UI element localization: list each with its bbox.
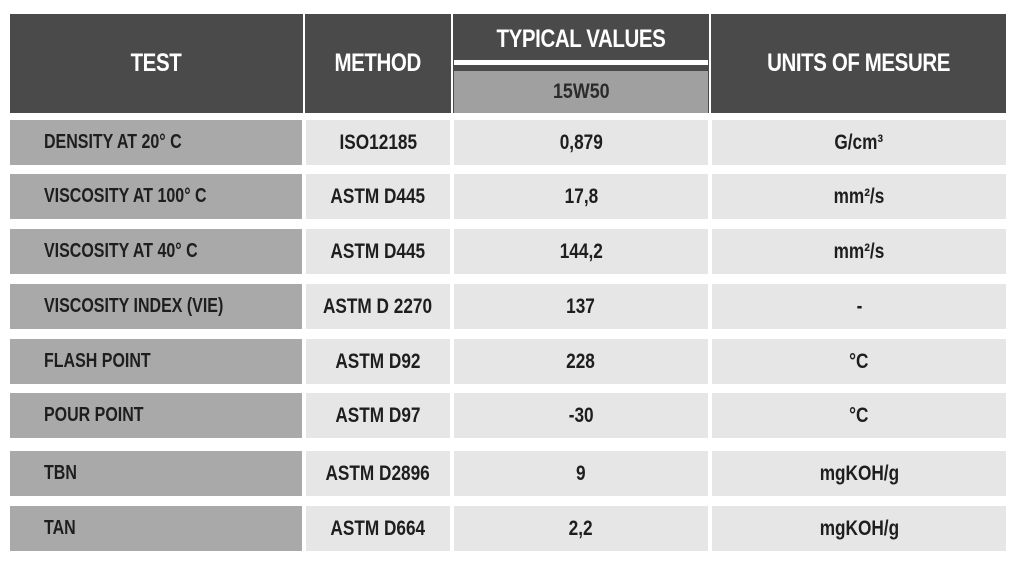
test-cell: VISCOSITY AT 40° C: [10, 229, 302, 274]
method-cell: ASTM D 2270: [306, 284, 450, 329]
unit-cell-text: -: [856, 294, 862, 318]
unit-cell: mm²/s: [712, 174, 1006, 219]
test-cell-text: TBN: [44, 462, 77, 484]
method-cell-text: ASTM D97: [335, 403, 421, 427]
method-cell: ASTM D445: [306, 229, 450, 274]
test-cell-text: VISCOSITY AT 100° C: [44, 185, 207, 207]
table-row: POUR POINT ASTM D97 -30 °C: [10, 393, 1006, 438]
test-cell: VISCOSITY AT 100° C: [10, 174, 302, 219]
value-cell: 144,2: [454, 229, 708, 274]
table-row: TAN ASTM D664 2,2 mgKOH/g: [10, 506, 1006, 551]
value-cell: 137: [454, 284, 708, 329]
table-row: TBN ASTM D2896 9 mgKOH/g: [10, 451, 1006, 496]
test-cell: TBN: [10, 451, 302, 496]
test-cell: POUR POINT: [10, 393, 302, 438]
value-cell-text: 9: [576, 461, 586, 485]
test-cell-text: TAN: [44, 517, 76, 539]
header-divider: [709, 14, 711, 113]
table-row: VISCOSITY AT 40° C ASTM D445 144,2 mm²/s: [10, 229, 1006, 274]
test-cell: TAN: [10, 506, 302, 551]
value-cell-text: 137: [566, 294, 596, 318]
test-cell-text: POUR POINT: [44, 404, 144, 426]
table-row: VISCOSITY AT 100° C ASTM D445 17,8 mm²/s: [10, 174, 1006, 219]
header-grade: 15W50: [454, 71, 708, 113]
value-cell-text: 144,2: [559, 239, 603, 263]
unit-cell-text: mgKOH/g: [819, 461, 899, 485]
specs-table: TEST METHOD TYPICAL VALUES 15W50 UNITS O…: [10, 14, 1006, 113]
test-cell-text: VISCOSITY INDEX (VIE): [44, 295, 224, 317]
test-cell: DENSITY AT 20° C: [10, 120, 302, 165]
method-cell-text: ASTM D664: [330, 516, 426, 540]
test-cell-text: DENSITY AT 20° C: [44, 131, 182, 153]
method-cell: ASTM D445: [306, 174, 450, 219]
table-header: TEST METHOD TYPICAL VALUES 15W50 UNITS O…: [10, 14, 1006, 113]
unit-cell-text: mm²/s: [833, 239, 885, 263]
unit-cell: mgKOH/g: [712, 451, 1006, 496]
unit-cell: mm²/s: [712, 229, 1006, 274]
unit-cell-text: mgKOH/g: [819, 516, 899, 540]
unit-cell: °C: [712, 339, 1006, 384]
test-cell-text: FLASH POINT: [44, 350, 151, 372]
method-cell: ISO12185: [306, 120, 450, 165]
test-cell: FLASH POINT: [10, 339, 302, 384]
method-cell-text: ISO12185: [339, 130, 417, 154]
unit-cell: °C: [712, 393, 1006, 438]
method-cell-text: ASTM D92: [335, 349, 421, 373]
test-cell-text: VISCOSITY AT 40° C: [44, 240, 198, 262]
value-cell-text: 2,2: [569, 516, 593, 540]
value-cell: -30: [454, 393, 708, 438]
value-cell: 0,879: [454, 120, 708, 165]
header-divider: [451, 14, 453, 113]
header-subdivider: [454, 60, 708, 65]
method-cell: ASTM D664: [306, 506, 450, 551]
header-divider: [303, 14, 305, 113]
value-cell-text: 0,879: [559, 130, 603, 154]
value-cell: 9: [454, 451, 708, 496]
method-cell: ASTM D92: [306, 339, 450, 384]
method-cell-text: ASTM D445: [330, 239, 426, 263]
header-method: METHOD: [334, 49, 422, 77]
value-cell-text: 228: [566, 349, 596, 373]
value-cell-text: 17,8: [564, 184, 598, 208]
method-cell-text: ASTM D445: [330, 184, 426, 208]
header-units: UNITS OF MESURE: [767, 49, 951, 77]
method-cell: ASTM D2896: [306, 451, 450, 496]
table-row: DENSITY AT 20° C ISO12185 0,879 G/cm³: [10, 120, 1006, 165]
unit-cell-text: G/cm³: [834, 130, 884, 154]
unit-cell-text: mm²/s: [833, 184, 885, 208]
test-cell: VISCOSITY INDEX (VIE): [10, 284, 302, 329]
unit-cell-text: °C: [849, 349, 869, 373]
method-cell-text: ASTM D 2270: [323, 294, 433, 318]
header-test: TEST: [130, 49, 182, 77]
unit-cell-text: °C: [849, 403, 869, 427]
method-cell-text: ASTM D2896: [325, 461, 431, 485]
header-typical-values: TYPICAL VALUES: [496, 25, 666, 53]
table-row: FLASH POINT ASTM D92 228 °C: [10, 339, 1006, 384]
table-row: VISCOSITY INDEX (VIE) ASTM D 2270 137 -: [10, 284, 1006, 329]
method-cell: ASTM D97: [306, 393, 450, 438]
value-cell-text: -30: [568, 403, 594, 427]
unit-cell: -: [712, 284, 1006, 329]
value-cell: 17,8: [454, 174, 708, 219]
value-cell: 228: [454, 339, 708, 384]
unit-cell: mgKOH/g: [712, 506, 1006, 551]
value-cell: 2,2: [454, 506, 708, 551]
unit-cell: G/cm³: [712, 120, 1006, 165]
